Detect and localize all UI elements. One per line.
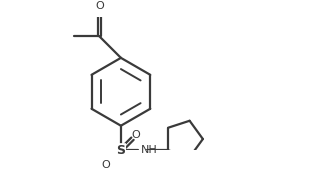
Text: NH: NH (141, 145, 158, 155)
Text: O: O (132, 130, 140, 140)
Text: O: O (101, 161, 110, 170)
Text: O: O (95, 1, 104, 11)
Text: S: S (116, 144, 125, 157)
